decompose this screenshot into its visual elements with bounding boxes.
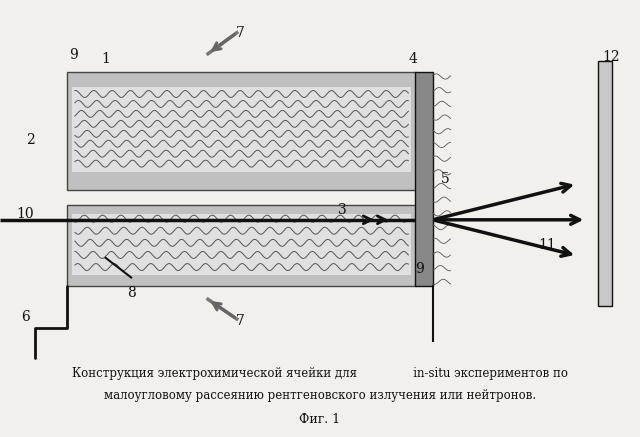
Text: 1: 1 <box>101 52 110 66</box>
Bar <box>598 61 612 306</box>
Text: 9: 9 <box>69 48 78 62</box>
Bar <box>72 87 411 173</box>
Text: 11: 11 <box>538 238 556 252</box>
Text: 4: 4 <box>408 52 417 66</box>
Text: 12: 12 <box>602 50 620 64</box>
Bar <box>67 205 416 286</box>
Text: 10: 10 <box>17 207 35 221</box>
Bar <box>72 214 411 275</box>
Text: 2: 2 <box>26 133 35 147</box>
Text: малоугловому рассеянию рентгеновского излучения или нейтронов.: малоугловому рассеянию рентгеновского из… <box>104 389 536 402</box>
Bar <box>67 72 416 190</box>
Bar <box>415 72 433 286</box>
Text: 7: 7 <box>236 26 244 40</box>
Text: Конструкция электрохимической ячейки для               in-situ экспериментов по: Конструкция электрохимической ячейки для… <box>72 367 568 380</box>
Text: 5: 5 <box>440 172 449 186</box>
Text: Фиг. 1: Фиг. 1 <box>300 413 340 426</box>
Text: 7: 7 <box>236 314 244 328</box>
Text: 9: 9 <box>415 262 424 276</box>
Text: 6: 6 <box>21 310 30 324</box>
Text: 8: 8 <box>127 286 136 300</box>
Text: 3: 3 <box>338 203 347 217</box>
